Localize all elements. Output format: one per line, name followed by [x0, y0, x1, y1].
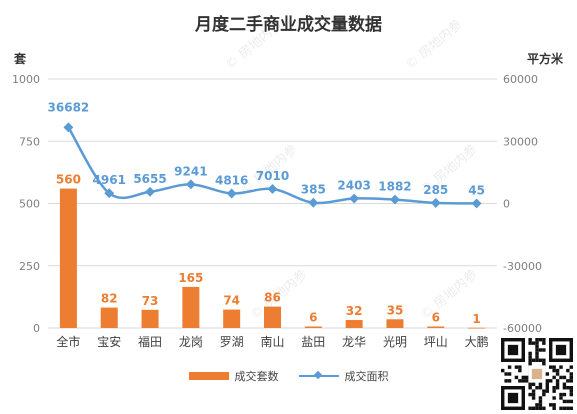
- x-tick-label: 南山: [260, 334, 284, 349]
- x-tick-label: 宝安: [97, 334, 121, 349]
- line-point: [226, 188, 237, 199]
- bar-value-label: 560: [56, 173, 81, 187]
- bar-value-label: 74: [223, 294, 240, 308]
- x-tick-label: 全市: [56, 334, 80, 349]
- legend-item-bar: 成交套数: [188, 368, 279, 384]
- right-axis-unit: 平方米: [526, 52, 563, 66]
- bar-value-label: 6: [309, 311, 317, 325]
- bar-value-label: 165: [178, 271, 203, 285]
- line-value-label: 36682: [48, 100, 90, 114]
- line-point: [185, 179, 196, 190]
- y-left-tick-label: 750: [19, 135, 40, 148]
- bar-value-label: 6: [432, 311, 440, 325]
- line-value-label: 7010: [256, 169, 289, 183]
- y-right-tick-label: 60000: [503, 73, 538, 86]
- bar-value-label: 86: [264, 291, 281, 305]
- watermark-text: © 房地内参: [402, 16, 465, 73]
- bar-value-label: 1: [472, 312, 480, 326]
- bar: [264, 306, 281, 328]
- line-point: [390, 194, 400, 205]
- line-point: [349, 193, 360, 204]
- y-right-tick-label: 0: [503, 198, 510, 211]
- legend: 成交套数 成交面积: [0, 368, 577, 384]
- watermark-text: © 房地内参: [417, 266, 480, 323]
- line-value-label: 45: [468, 183, 485, 197]
- bar: [141, 309, 159, 328]
- y-left-tick-label: 250: [19, 260, 40, 273]
- bar-value-label: 32: [346, 304, 363, 318]
- left-axis-unit: 套: [14, 52, 27, 66]
- legend-bar-label: 成交套数: [234, 370, 279, 383]
- chart-title: 月度二手商业成交量数据: [195, 15, 382, 35]
- bar: [223, 309, 241, 328]
- y-right-tick-label: -30000: [503, 260, 542, 273]
- line-value-label: 4961: [93, 173, 126, 187]
- bar: [427, 326, 445, 328]
- line-value-label: 385: [301, 183, 326, 197]
- legend-line-swatch: [298, 370, 339, 381]
- bar: [304, 326, 322, 328]
- bar: [100, 307, 118, 328]
- line-point: [267, 184, 278, 194]
- bar: [345, 320, 363, 328]
- x-tick-label: 福田: [138, 334, 162, 349]
- line-value-label: 1882: [378, 180, 411, 194]
- y-right-tick-label: -60000: [503, 322, 542, 335]
- watermark-text: © 房地内参: [222, 16, 285, 73]
- legend-line-label: 成交面积: [344, 370, 389, 383]
- line-point: [104, 188, 115, 199]
- x-tick-label: 坪山: [424, 335, 448, 349]
- line-point: [471, 198, 482, 209]
- line-value-label: 9241: [174, 164, 207, 178]
- bar-value-label: 35: [387, 303, 404, 317]
- x-tick-label: 龙华: [342, 335, 366, 349]
- x-tick-label: 盐田: [301, 335, 325, 349]
- legend-item-line: 成交面积: [298, 368, 389, 384]
- line-value-label: 285: [423, 183, 448, 197]
- bar-value-label: 82: [101, 292, 118, 306]
- x-tick-label: 罗湖: [220, 334, 244, 349]
- y-left-tick-label: 1000: [12, 73, 40, 86]
- bar: [182, 286, 200, 328]
- qr-code: [501, 338, 573, 410]
- bar: [468, 327, 486, 329]
- bar: [59, 188, 77, 328]
- x-tick-label: 大鹏: [465, 335, 489, 349]
- y-left-tick-label: 0: [33, 322, 40, 335]
- line-point: [308, 197, 319, 208]
- line-point: [63, 122, 74, 133]
- y-left-tick-label: 500: [19, 198, 40, 211]
- line-point: [145, 186, 155, 197]
- x-tick-label: 光明: [383, 335, 407, 349]
- bar-value-label: 73: [142, 294, 159, 308]
- line-point: [430, 197, 441, 208]
- line-value-label: 5655: [133, 172, 166, 186]
- x-tick-label: 龙岗: [179, 335, 203, 349]
- legend-bar-swatch: [188, 372, 229, 380]
- line-value-label: 2403: [337, 179, 370, 193]
- y-right-tick-label: 30000: [503, 135, 538, 148]
- bar: [386, 319, 404, 328]
- line-value-label: 4816: [215, 174, 248, 188]
